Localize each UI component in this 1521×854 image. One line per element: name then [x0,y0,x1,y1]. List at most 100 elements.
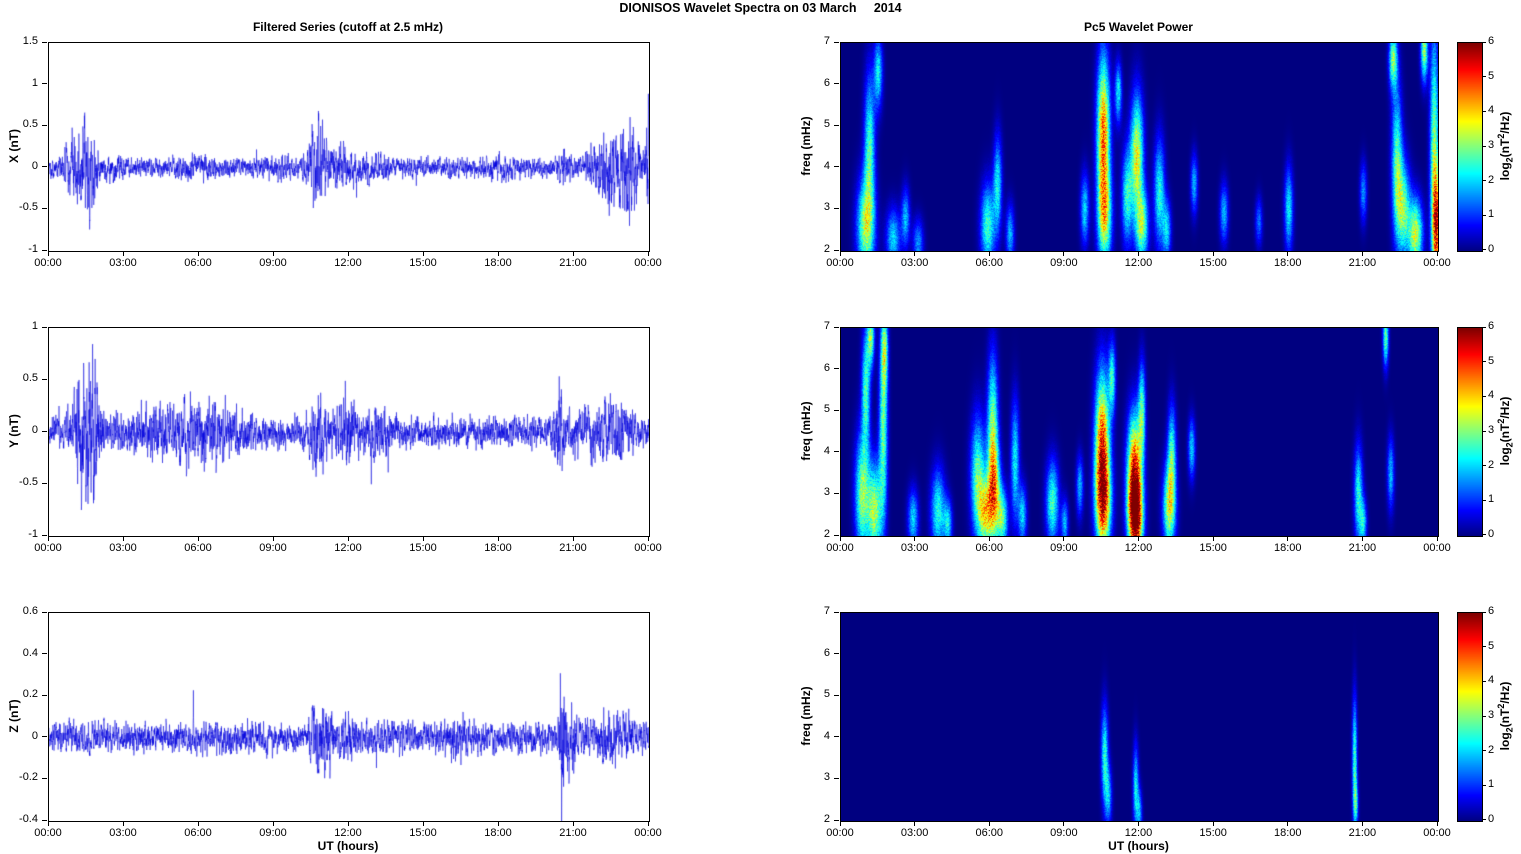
y-tick-label: -1 [28,243,38,255]
x-tick-mark [914,537,916,541]
y-tick-mark [42,777,47,779]
y-tick-mark [42,326,47,328]
y-tick-label: 7 [823,35,830,47]
colorbar-tick-label: 4 [1488,104,1495,117]
y-tick-label: 6 [823,646,830,659]
x-tick-label: 15:00 [409,542,437,554]
x-tick-label: 09:00 [1050,542,1078,554]
colorbar-tick-mark [1483,180,1486,182]
x-tick-label: 03:00 [900,827,929,839]
x-tick-mark [572,252,574,256]
colorbar-tick-mark [1483,361,1486,363]
x-tick-label: 18:00 [1273,827,1302,839]
x-tick-label: 06:00 [184,827,212,839]
colorbar-tick-label: 5 [1488,354,1495,367]
x-tick-label: 06:00 [184,542,212,554]
y-tick-mark [42,430,47,432]
y-tick-mark [42,736,47,738]
y-tick-label: 0 [31,424,38,436]
wavelet-power-z-plot [840,612,1439,822]
colorbar-gradient [1457,612,1483,822]
x-axis-label-right: UT (hours) [1108,839,1169,853]
y-tick-label: 7 [823,320,830,332]
colorbar-tick-label: 1 [1488,778,1495,791]
y-tick-mark [42,378,47,380]
colorbar-tick-label: 2 [1488,743,1495,756]
y-tick-label: -0.5 [19,201,38,214]
filtered-series-z-plot [48,612,650,822]
y-tick-label: 0.5 [22,118,38,131]
x-tick-mark [1138,252,1139,256]
x-tick-label: 18:00 [484,542,512,554]
panel-title-filtered-series: Filtered Series (cutoff at 2.5 mHz) [252,20,444,34]
y-tick-label: 6 [823,76,830,89]
x-tick-label: 15:00 [1199,827,1227,839]
colorbar-tick-mark [1483,327,1486,328]
y-tick-mark [42,653,47,655]
colorbar-tick-label: 6 [1488,35,1495,47]
x-tick-label: 03:00 [109,257,137,269]
colorbar-tick-mark [1483,499,1486,501]
x-tick-mark [839,537,841,541]
x-tick-label: 06:00 [975,257,1004,269]
x-tick-label: 18:00 [484,257,512,269]
x-tick-label: 12:00 [1124,827,1153,839]
colorbar-tick-mark [1483,145,1486,147]
colorbar-label-sub: 2 [1504,157,1515,163]
colorbar-tick-label: 3 [1488,424,1495,436]
colorbar-gradient [1457,327,1483,537]
x-tick-mark [272,537,274,541]
x-tick-mark [914,822,916,826]
panel-filtered-series-x: Filtered Series (cutoff at 2.5 mHz) X (n… [7,20,662,269]
y-tick-mark [834,326,839,328]
colorbar-tick-label: 0 [1488,813,1495,825]
y-tick-label: -0.2 [19,771,38,784]
x-tick-mark [347,537,349,541]
x-tick-label: 18:00 [1273,257,1302,269]
colorbar-tick-mark [1483,612,1486,613]
x-tick-label: 00:00 [1423,542,1451,554]
colorbar-label-sup: 2 [1496,418,1506,424]
x-tick-label: 00:00 [1423,827,1451,839]
x-tick-mark [422,537,424,541]
x-tick-mark [47,252,49,256]
y-tick-mark [42,41,47,43]
wavelet-power-y-plot [840,327,1439,537]
x-tick-label: 12:00 [334,827,362,839]
freq-axis-label: freq (mHz) [799,401,813,461]
x-tick-mark [422,252,424,256]
y-tick-mark [834,451,839,453]
x-tick-label: 00:00 [1423,257,1451,269]
x-tick-label: 00:00 [826,257,854,269]
x-tick-label: 15:00 [409,257,437,269]
colorbar-tick-label: 0 [1488,243,1495,255]
x-tick-mark [422,822,424,826]
x-tick-label: 09:00 [259,257,287,269]
colorbar-tick-mark [1483,819,1486,820]
colorbar-tick-label: 0 [1488,528,1495,540]
y-tick-label: 0.4 [22,646,38,659]
x-tick-label: 12:00 [334,257,362,269]
x-tick-label: 09:00 [1050,257,1078,269]
y-tick-mark [42,694,47,696]
y-tick-mark [834,166,839,168]
x-tick-label: 00:00 [634,827,662,839]
x-tick-mark [1212,822,1214,826]
x-tick-label: 03:00 [900,542,929,554]
x-tick-label: 18:00 [1273,542,1302,554]
x-tick-label: 00:00 [634,542,662,554]
y-tick-mark [42,611,47,613]
y-tick-label: 0.5 [22,372,38,384]
x-tick-mark [197,822,199,826]
colorbar-tick-mark [1483,646,1486,648]
x-tick-mark [647,252,649,256]
y-tick-mark [42,166,47,168]
panel-filtered-series-y: Y (nT) 00:00 03:00 06:00 09:00 12:00 15:00 18:… [7,320,662,554]
panel-wavelet-power-x: Pc5 Wavelet Power freq (mHz) log2(nT2/Hz… [799,20,1514,269]
x-tick-label: 12:00 [1124,542,1153,554]
y-tick-label: 3 [823,771,830,784]
y-tick-label: 3 [823,201,830,214]
y-tick-label: 4 [823,729,830,742]
